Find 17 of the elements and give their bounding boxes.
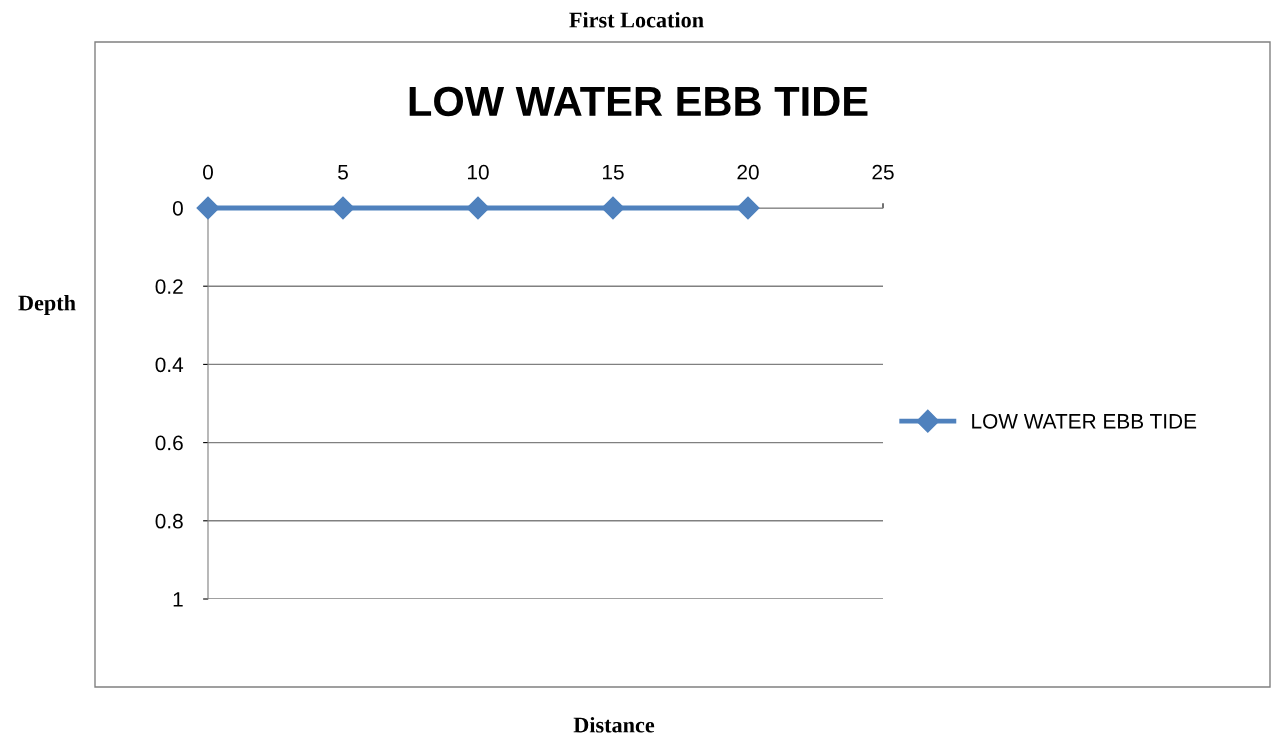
y-tick-label: 0.6 [155,435,183,451]
y-tick-label: 0.8 [155,513,183,529]
y-axis-title: Depth [18,294,76,316]
chart-subtitle: LOW WATER EBB TIDE [409,86,868,117]
x-axis-title: Distance [573,716,655,733]
chart-title: First Location [569,11,704,28]
x-tick-label: 20 [737,164,759,180]
y-tick-label: 1 [173,592,183,607]
y-tick-label: 0.2 [155,279,183,294]
x-tick-label: 25 [872,164,894,180]
y-tick-label: 0.4 [155,357,184,373]
y-tick-label: 0 [172,201,183,216]
x-tick-label: 10 [468,164,489,180]
x-tick-label: 15 [603,165,624,180]
x-tick-label: 0 [203,164,213,180]
legend-label: LOW WATER EBB TIDE [972,413,1197,429]
x-tick-label: 5 [338,165,348,180]
